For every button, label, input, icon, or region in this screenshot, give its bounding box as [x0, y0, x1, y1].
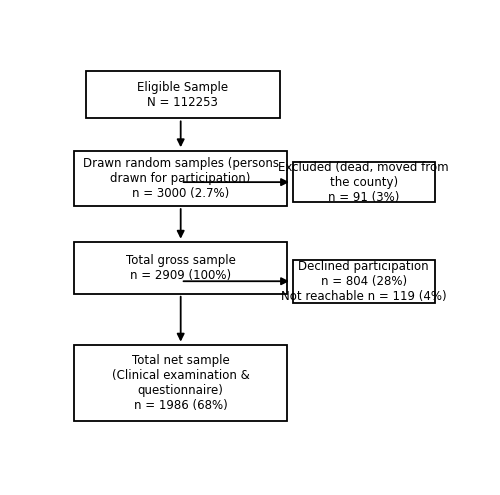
FancyBboxPatch shape: [293, 259, 434, 303]
Text: Total net sample
(Clinical examination &
questionnaire)
n = 1986 (68%): Total net sample (Clinical examination &…: [112, 354, 250, 412]
FancyBboxPatch shape: [74, 151, 287, 206]
FancyBboxPatch shape: [293, 162, 434, 202]
Text: Drawn random samples (persons
drawn for participation)
n = 3000 (2.7%): Drawn random samples (persons drawn for …: [82, 157, 278, 200]
FancyBboxPatch shape: [86, 71, 280, 118]
Text: Total gross sample
n = 2909 (100%): Total gross sample n = 2909 (100%): [126, 254, 236, 282]
FancyBboxPatch shape: [74, 243, 287, 294]
Text: Excluded (dead, moved from
the county)
n = 91 (3%): Excluded (dead, moved from the county) n…: [278, 161, 449, 204]
Text: Eligible Sample
N = 112253: Eligible Sample N = 112253: [137, 81, 228, 109]
Text: Declined participation
n = 804 (28%)
Not reachable n = 119 (4%): Declined participation n = 804 (28%) Not…: [281, 260, 446, 303]
FancyBboxPatch shape: [74, 346, 287, 422]
